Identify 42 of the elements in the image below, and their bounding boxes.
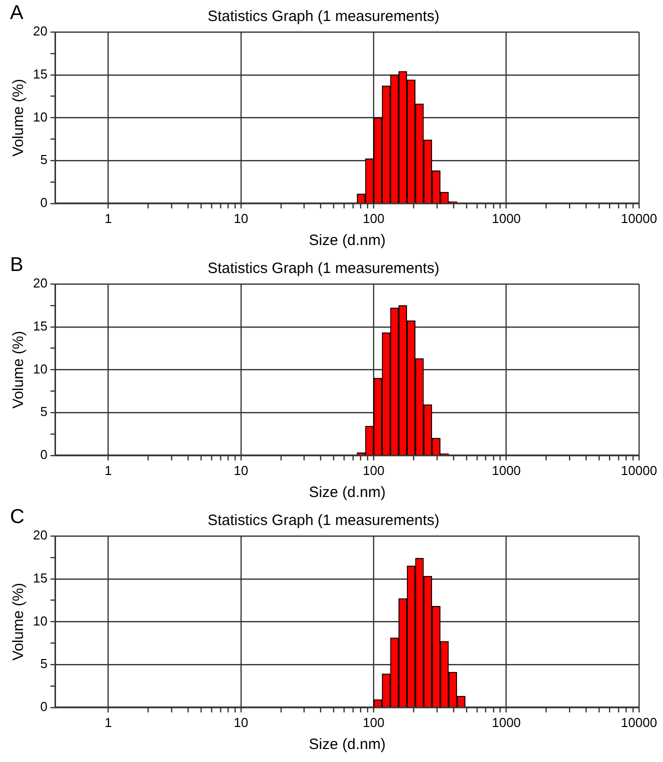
x-tick-label: 1000: [492, 210, 521, 226]
x-axis-title: Size (d.nm): [308, 232, 386, 250]
y-axis-title: Volume (%): [10, 78, 28, 156]
x-tick-label: 10: [234, 210, 248, 226]
x-tick-label: 10000: [620, 210, 658, 226]
y-tick-label: 5: [40, 404, 48, 420]
x-tick-label: 100: [362, 714, 384, 730]
x-tick-label: 1: [104, 714, 112, 730]
y-tick-label: 0: [40, 446, 48, 462]
y-tick-label: 5: [40, 152, 48, 168]
x-tick-label: 1: [104, 210, 112, 226]
text: C: [10, 506, 24, 529]
chart-title: Statistics Graph (1 measurements): [208, 8, 440, 26]
x-tick-label: 100: [362, 210, 384, 226]
y-tick-label: 20: [32, 528, 48, 543]
x-tick-label: 1000: [492, 714, 521, 730]
y-tick-label: 10: [32, 613, 48, 628]
x-axis-title: Size (d.nm): [308, 484, 386, 502]
y-tick-label: 15: [32, 66, 48, 82]
x-axis-title: Size (d.nm): [308, 736, 386, 754]
chart-title: Statistics Graph (1 measurements): [208, 512, 440, 530]
y-tick-label: 15: [32, 570, 48, 586]
x-tick-label: 10000: [620, 714, 658, 730]
x-tick-label: 10000: [620, 462, 658, 478]
y-tick-label: 10: [32, 361, 48, 376]
text: B: [10, 254, 24, 277]
x-tick-label: 10: [234, 714, 248, 730]
x-tick-label: 1000: [492, 462, 521, 478]
y-tick-label: 10: [32, 109, 48, 124]
y-axis-title: Volume (%): [10, 330, 28, 408]
y-tick-label: 0: [40, 698, 48, 714]
y-axis-title: Volume (%): [10, 582, 28, 660]
text: A: [10, 2, 24, 25]
y-tick-label: 0: [40, 194, 48, 210]
x-tick-label: 1: [104, 462, 112, 478]
x-tick-label: 10: [234, 462, 248, 478]
y-tick-label: 5: [40, 656, 48, 672]
y-tick-label: 20: [32, 24, 48, 39]
chart-title: Statistics Graph (1 measurements): [208, 260, 440, 278]
x-tick-label: 100: [362, 462, 384, 478]
y-tick-label: 20: [32, 276, 48, 291]
y-tick-label: 15: [32, 318, 48, 334]
